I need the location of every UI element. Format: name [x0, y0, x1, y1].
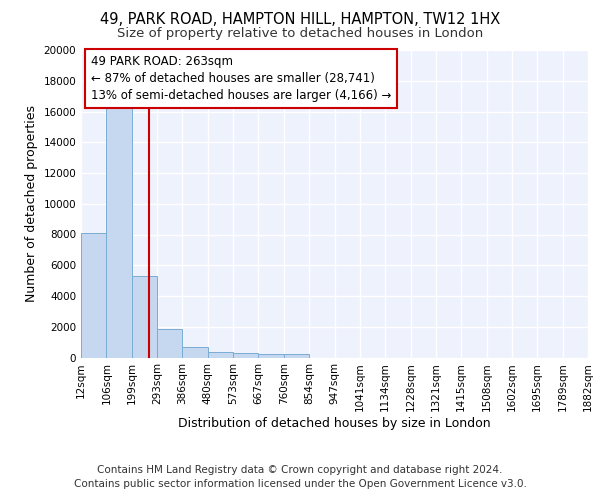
Text: Contains HM Land Registry data © Crown copyright and database right 2024.
Contai: Contains HM Land Registry data © Crown c…	[74, 465, 526, 489]
Bar	[284, 354, 309, 358]
X-axis label: Distribution of detached houses by size in London: Distribution of detached houses by size …	[178, 416, 491, 430]
Bar	[233, 353, 259, 358]
Text: 49, PARK ROAD, HAMPTON HILL, HAMPTON, TW12 1HX: 49, PARK ROAD, HAMPTON HILL, HAMPTON, TW…	[100, 12, 500, 28]
Bar	[208, 352, 233, 358]
Bar	[157, 329, 182, 358]
Bar	[182, 346, 208, 358]
Text: Size of property relative to detached houses in London: Size of property relative to detached ho…	[117, 28, 483, 40]
Bar	[81, 233, 106, 358]
Bar	[259, 354, 284, 358]
Bar	[106, 104, 132, 358]
Bar	[132, 276, 157, 357]
Y-axis label: Number of detached properties: Number of detached properties	[25, 106, 38, 302]
Text: 49 PARK ROAD: 263sqm
← 87% of detached houses are smaller (28,741)
13% of semi-d: 49 PARK ROAD: 263sqm ← 87% of detached h…	[91, 54, 392, 102]
